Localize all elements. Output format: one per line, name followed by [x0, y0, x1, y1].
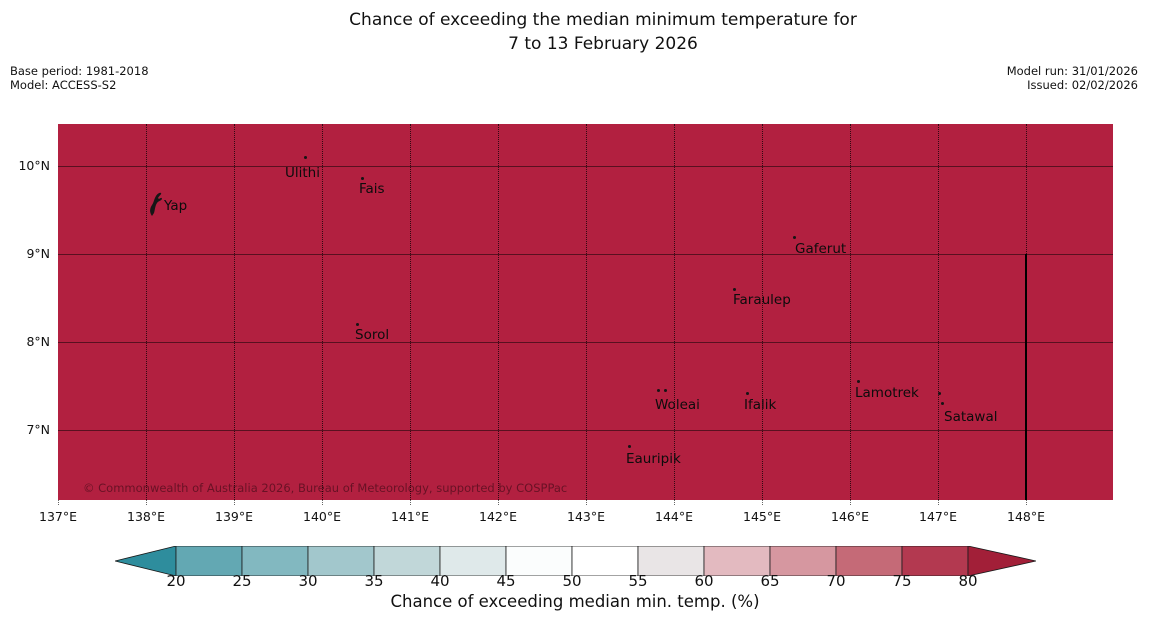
- longitude-gridline: [938, 124, 939, 500]
- latitude-gridline: [58, 430, 1113, 431]
- island-marker-dot: [656, 388, 660, 392]
- longitude-gridline: [410, 124, 411, 500]
- y-tick-label: 10°N: [18, 158, 50, 173]
- title-line2: 7 to 13 February 2026: [508, 34, 698, 54]
- x-tick-label: 140°E: [302, 509, 342, 524]
- place-label: Eauripik: [626, 451, 681, 467]
- longitude-gridline: [586, 124, 587, 500]
- x-tick-label: 144°E: [654, 509, 694, 524]
- longitude-gridline: [146, 124, 147, 500]
- x-tick-label: 145°E: [742, 509, 782, 524]
- latitude-gridline: [58, 254, 1113, 255]
- island-marker-dot: [856, 379, 860, 383]
- x-tickmark: [498, 500, 499, 505]
- copyright-notice: © Commonwealth of Australia 2026, Bureau…: [83, 481, 568, 495]
- x-tickmark: [586, 500, 587, 505]
- x-tick-label: 148°E: [1006, 509, 1046, 524]
- place-label: Lamotrek: [855, 385, 919, 401]
- x-tickmark: [674, 500, 675, 505]
- island-marker-dot: [792, 235, 796, 239]
- colorbar-tick-label: 75: [892, 572, 912, 590]
- base-period-text: Base period: 1981-2018: [10, 64, 149, 78]
- run-info: Model run: 31/01/2026 Issued: 02/02/2026: [1007, 64, 1138, 92]
- longitude-gridline: [674, 124, 675, 500]
- x-tick-label: 143°E: [566, 509, 606, 524]
- longitude-gridline: [322, 124, 323, 500]
- colorbar-tick-label: 50: [562, 572, 582, 590]
- place-label: Faraulep: [733, 292, 791, 308]
- island-marker-dot: [745, 391, 749, 395]
- x-tick-label: 141°E: [390, 509, 430, 524]
- colorbar-tick-label: 30: [298, 572, 318, 590]
- island-marker-dot: [732, 287, 736, 291]
- x-tickmark: [234, 500, 235, 505]
- place-label: Satawal: [944, 409, 998, 425]
- x-tick-label: 137°E: [38, 509, 78, 524]
- model-info: Base period: 1981-2018 Model: ACCESS-S2: [10, 64, 149, 92]
- x-tickmark: [322, 500, 323, 505]
- island-marker-dot: [663, 388, 667, 392]
- longitude-gridline: [498, 124, 499, 500]
- map-canvas: © Commonwealth of Australia 2026, Bureau…: [58, 124, 1113, 500]
- x-tick-label: 138°E: [126, 509, 166, 524]
- latitude-gridline: [58, 342, 1113, 343]
- colorbar-tick-label: 35: [364, 572, 384, 590]
- x-tickmark: [1026, 500, 1027, 505]
- colorbar-svg: [114, 545, 1037, 577]
- colorbar-tick-label: 55: [628, 572, 648, 590]
- region-boundary-line: [1025, 254, 1027, 500]
- x-tick-label: 142°E: [478, 509, 518, 524]
- place-label: Yap: [164, 198, 188, 214]
- island-marker-dot: [940, 401, 944, 405]
- x-tickmark: [850, 500, 851, 505]
- colorbar-tick-label: 20: [166, 572, 186, 590]
- place-label: Woleai: [655, 397, 700, 413]
- yap-island-shape: [146, 190, 164, 222]
- colorbar-tick-label: 25: [232, 572, 252, 590]
- colorbar-tick-label: 65: [760, 572, 780, 590]
- place-label: Gaferut: [795, 241, 847, 257]
- x-tick-label: 147°E: [918, 509, 958, 524]
- island-marker-dot: [355, 322, 359, 326]
- colorbar-tick-label: 70: [826, 572, 846, 590]
- x-tick-label: 146°E: [830, 509, 870, 524]
- y-tick-label: 8°N: [26, 334, 50, 349]
- x-tickmark: [762, 500, 763, 505]
- place-label: Ifalik: [744, 397, 777, 413]
- issued-text: Issued: 02/02/2026: [1027, 78, 1138, 92]
- place-label: Sorol: [355, 327, 390, 343]
- colorbar-tick-label: 80: [958, 572, 978, 590]
- colorbar-tick-label: 60: [694, 572, 714, 590]
- island-marker-dot: [360, 176, 364, 180]
- x-tickmark: [146, 500, 147, 505]
- latitude-gridline: [58, 166, 1113, 167]
- island-marker-dot: [937, 391, 941, 395]
- x-tick-label: 139°E: [214, 509, 254, 524]
- colorbar-tick-label: 40: [430, 572, 450, 590]
- island-marker-dot: [303, 155, 307, 159]
- model-name-text: Model: ACCESS-S2: [10, 78, 117, 92]
- island-marker-dot: [627, 444, 631, 448]
- longitude-gridline: [762, 124, 763, 500]
- place-label: Fais: [359, 181, 385, 197]
- place-label: Ulithi: [285, 165, 320, 181]
- y-tick-label: 9°N: [26, 246, 50, 261]
- colorbar-tick-label: 45: [496, 572, 516, 590]
- colorbar-label: Chance of exceeding median min. temp. (%…: [390, 592, 760, 611]
- x-tickmark: [58, 500, 59, 505]
- page-title: Chance of exceeding the median minimum t…: [56, 8, 1150, 56]
- colorbar: [114, 545, 1037, 577]
- x-tickmark: [938, 500, 939, 505]
- longitude-gridline: [234, 124, 235, 500]
- model-run-text: Model run: 31/01/2026: [1006, 64, 1138, 78]
- title-line1: Chance of exceeding the median minimum t…: [349, 10, 857, 30]
- longitude-gridline: [850, 124, 851, 500]
- y-tick-label: 7°N: [26, 422, 50, 437]
- x-tickmark: [410, 500, 411, 505]
